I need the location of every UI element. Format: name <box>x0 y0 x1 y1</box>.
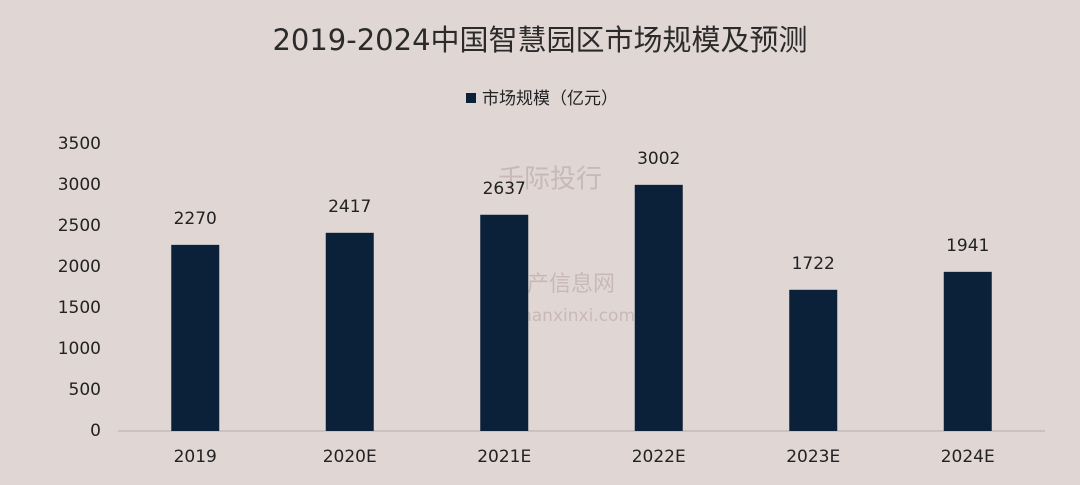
data-label: 1941 <box>946 236 989 256</box>
data-label: 2637 <box>483 179 526 199</box>
x-tick-label: 2021E <box>477 447 531 467</box>
x-tick-label: 2020E <box>323 447 377 467</box>
watermark: zichanxinxi.com <box>498 306 635 326</box>
data-label: 2417 <box>328 197 371 217</box>
bar <box>171 244 220 431</box>
bar <box>634 184 683 431</box>
bar <box>943 271 992 431</box>
x-tick-label: 2022E <box>632 447 686 467</box>
bar <box>480 214 529 431</box>
bar <box>789 289 838 431</box>
data-label: 2270 <box>174 209 217 229</box>
y-tick-label: 0 <box>90 421 101 441</box>
legend-label: 市场规模（亿元） <box>482 89 618 109</box>
x-tick-label: 2024E <box>941 447 995 467</box>
legend-swatch <box>466 93 476 103</box>
y-tick-label: 1000 <box>58 339 101 359</box>
data-label: 1722 <box>792 254 835 274</box>
y-tick-label: 500 <box>69 380 101 400</box>
watermark: 千际投行 <box>498 165 602 195</box>
y-tick-label: 3500 <box>58 134 101 154</box>
x-tick-label: 2019 <box>174 447 217 467</box>
bar <box>325 232 374 431</box>
y-tick-label: 1500 <box>58 298 101 318</box>
x-tick-label: 2023E <box>786 447 840 467</box>
data-label: 3002 <box>637 149 680 169</box>
y-tick-label: 2000 <box>58 257 101 277</box>
chart-title: 2019-2024中国智慧园区市场规模及预测 <box>272 23 807 57</box>
y-tick-label: 3000 <box>58 175 101 195</box>
y-tick-label: 2500 <box>58 216 101 236</box>
